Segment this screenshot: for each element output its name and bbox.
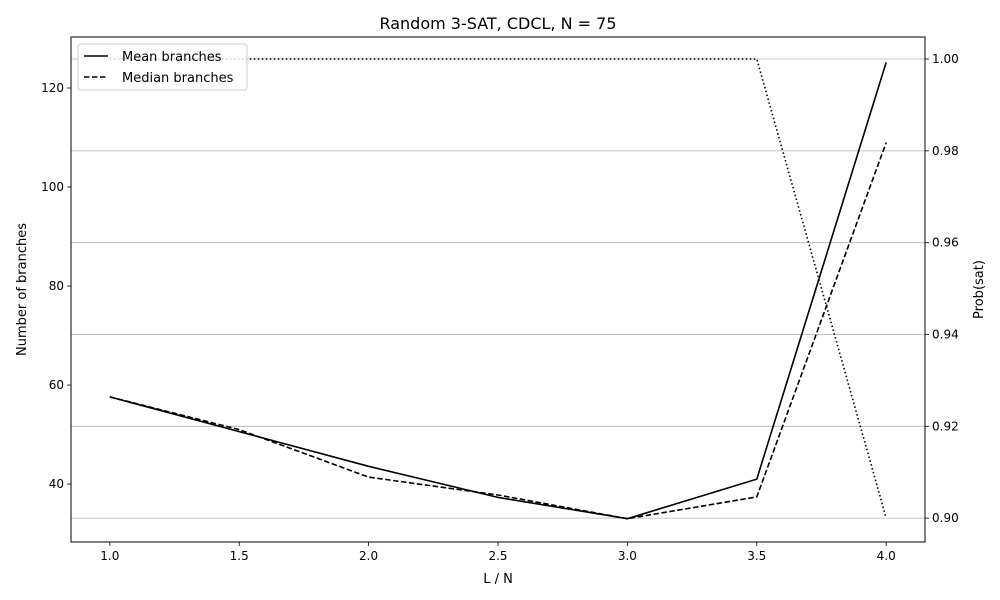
- series-line-median-branches: [109, 142, 887, 520]
- y-tick-label: 120: [41, 81, 64, 95]
- y-tick-label: 60: [49, 378, 64, 392]
- y2-tick-label: 0.98: [932, 144, 959, 158]
- y2-axis-label: Prob(sat): [972, 260, 987, 319]
- series-line-mean-branches: [109, 62, 887, 520]
- y2-tick-label: 0.90: [932, 511, 959, 525]
- chart-title: Random 3-SAT, CDCL, N = 75: [379, 14, 616, 33]
- y-tick-label: 40: [49, 477, 64, 491]
- axis-layer: 1.0 1.5 2.0 2.5 3.0 3.5 4.0 40 60 80 100 120 0.90 0.9…: [41, 52, 959, 563]
- y2-tick-label: 0.92: [932, 419, 959, 433]
- x-tick-label: 4.0: [877, 549, 896, 563]
- x-tick-label: 1.5: [230, 549, 249, 563]
- legend: Mean branches Median branches: [77, 43, 248, 91]
- x-tick-label: 2.0: [359, 549, 378, 563]
- x-tick-label: 3.5: [747, 549, 766, 563]
- y2-tick-label: 0.94: [932, 327, 959, 341]
- legend-label-median: Median branches: [122, 71, 234, 86]
- legend-label-mean: Mean branches: [122, 50, 222, 65]
- y2-tick-label: 1.00: [932, 52, 959, 66]
- x-axis-label: L / N: [483, 572, 513, 587]
- legend-box: [77, 43, 248, 91]
- x-tick-label: 2.5: [488, 549, 507, 563]
- y-axis-label: Number of branches: [15, 223, 30, 356]
- x-tick-label: 3.0: [618, 549, 637, 563]
- y2-tick-label: 0.96: [932, 236, 959, 250]
- y-tick-label: 100: [41, 180, 64, 194]
- y-tick-label: 80: [49, 279, 64, 293]
- x-tick-label: 1.0: [100, 549, 119, 563]
